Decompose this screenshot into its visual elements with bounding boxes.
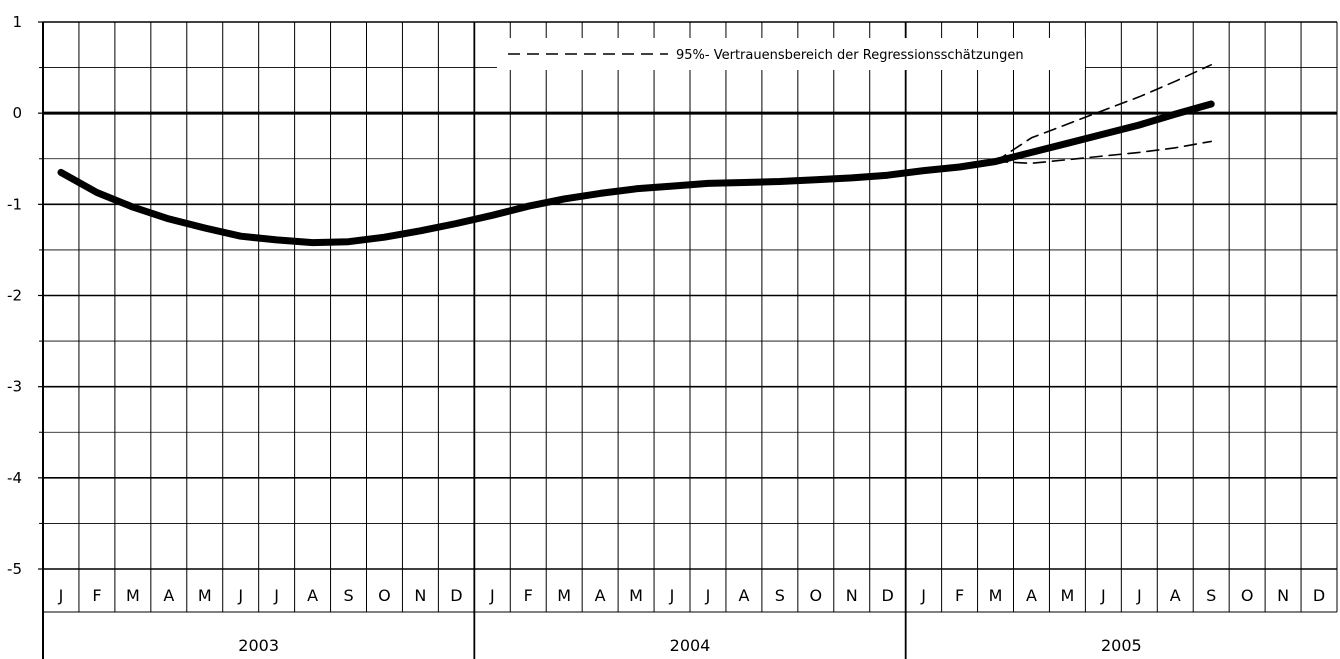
month-label: A [595, 586, 606, 605]
year-label: 2004 [670, 636, 711, 655]
main-series-line [57, 100, 1215, 247]
month-label: A [163, 586, 174, 605]
month-label: A [1026, 586, 1037, 605]
month-label: F [955, 586, 964, 605]
month-label: S [343, 586, 353, 605]
y-tick-label: -2 [7, 287, 22, 305]
labels: 1 0 -1 -2 -3 -4 -5 J F M A M J J A S O N D J F M A M J J A S O N D J F M A… [7, 13, 1325, 655]
month-label: N [1277, 586, 1289, 605]
month-label: J [920, 586, 926, 605]
confidence-band-line [994, 140, 1212, 165]
month-label: J [669, 586, 675, 605]
month-label: D [882, 586, 894, 605]
month-label: D [1313, 586, 1325, 605]
y-tick-label: -3 [7, 378, 22, 396]
y-tick-label: 0 [12, 104, 22, 122]
year-label: 2005 [1101, 636, 1142, 655]
month-label: A [307, 586, 318, 605]
confidence-band-line [994, 64, 1212, 163]
month-label: M [629, 586, 643, 605]
grid [43, 21, 1337, 659]
legend-label: 95%- Vertrauensbereich der Regressionssc… [676, 48, 1024, 63]
month-label: J [237, 586, 243, 605]
month-label: O [378, 586, 391, 605]
month-label: S [1206, 586, 1216, 605]
year-label: 2003 [238, 636, 279, 655]
series [57, 64, 1215, 247]
month-label: F [524, 586, 533, 605]
month-label: A [1170, 586, 1181, 605]
month-label: S [775, 586, 785, 605]
month-label: M [198, 586, 212, 605]
y-tick-label: -5 [7, 560, 22, 578]
month-label: J [1136, 586, 1142, 605]
month-label: M [1061, 586, 1075, 605]
month-label: O [1241, 586, 1254, 605]
month-label: M [557, 586, 571, 605]
month-label: J [273, 586, 279, 605]
axes [38, 21, 1338, 659]
month-label: N [846, 586, 858, 605]
month-label: M [989, 586, 1003, 605]
month-label: J [489, 586, 495, 605]
month-label: O [810, 586, 823, 605]
month-label: N [414, 586, 426, 605]
legend: 95%- Vertrauensbereich der Regressionssc… [497, 38, 1085, 70]
month-label: D [450, 586, 462, 605]
y-tick-label: -1 [7, 195, 22, 213]
month-label: M [126, 586, 140, 605]
month-label: J [58, 586, 64, 605]
month-label: F [92, 586, 101, 605]
y-tick-label: -4 [7, 469, 22, 487]
month-label: J [1100, 586, 1106, 605]
y-tick-label: 1 [12, 13, 22, 31]
month-label: J [705, 586, 711, 605]
month-label: A [738, 586, 749, 605]
